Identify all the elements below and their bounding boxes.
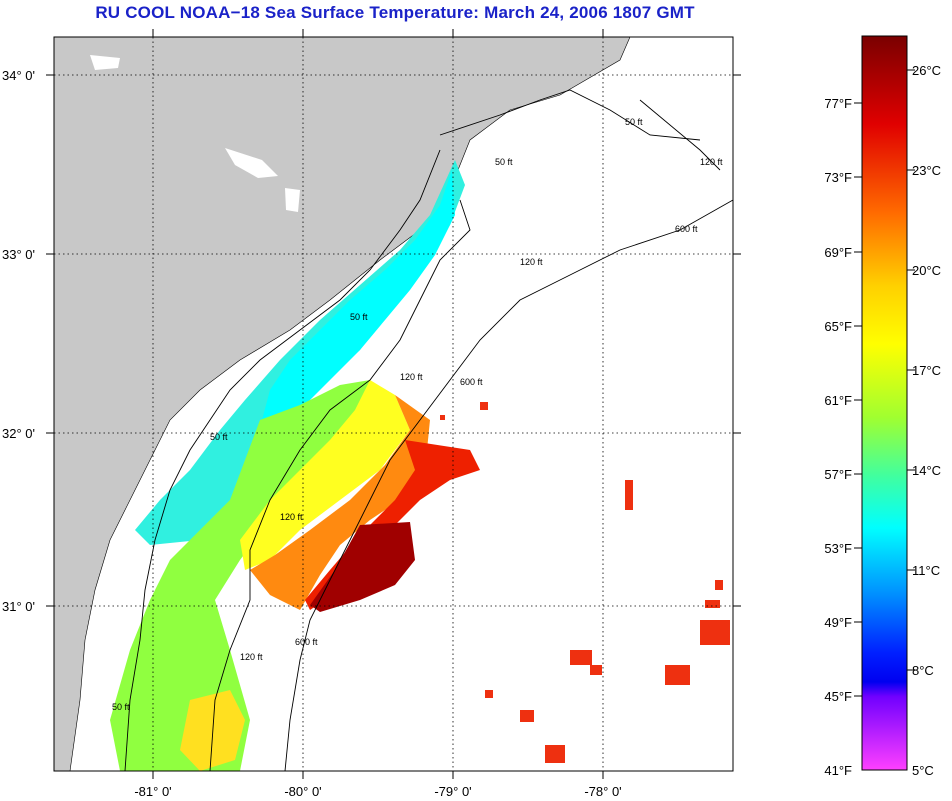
sst-orange-area (250, 395, 430, 610)
contour-label-600ft: 600 ft (295, 637, 318, 647)
colorbar-f-label: 41°F (824, 763, 852, 778)
contour-label-50ft: 50 ft (112, 702, 130, 712)
contour-50ft (124, 89, 701, 771)
sst-yellow-area (240, 380, 410, 570)
contour-label-600ft: 600 ft (675, 224, 698, 234)
lon-label: -78° 0' (584, 784, 621, 799)
colorbar-f-label: 45°F (824, 689, 852, 704)
colorbar-c-label: 23°C (912, 163, 941, 178)
contour-label-120ft: 120 ft (520, 257, 543, 267)
colorbar-c-label: 26°C (912, 63, 941, 78)
sst-offshore-patches (440, 402, 730, 763)
colorbar-c-label: 20°C (912, 263, 941, 278)
sst-darkred-area (310, 522, 415, 612)
map-title: RU COOL NOAA−18 Sea Surface Temperature:… (95, 3, 695, 22)
land-nodata-patch (225, 148, 278, 178)
contour-label-120ft: 120 ft (280, 512, 303, 522)
contour-label-50ft: 50 ft (210, 432, 228, 442)
colorbar (861, 35, 908, 771)
colorbar-f-label: 69°F (824, 245, 852, 260)
colorbar-f-label: 57°F (824, 467, 852, 482)
tick-marks (46, 29, 741, 779)
colorbar-f-label: 61°F (824, 393, 852, 408)
colorbar-f-label: 65°F (824, 319, 852, 334)
lat-label: 31° 0' (2, 599, 35, 614)
colorbar-f-label: 49°F (824, 615, 852, 630)
colorbar-f-label: 77°F (824, 96, 852, 111)
colorbar-c-label: 14°C (912, 463, 941, 478)
bathymetry-contours (124, 89, 733, 771)
lat-label: 32° 0' (2, 426, 35, 441)
contour-label-50ft: 50 ft (350, 312, 368, 322)
contour-label-120ft: 120 ft (400, 372, 423, 382)
contour-label-50ft: 50 ft (625, 117, 643, 127)
contour-label-600ft: 600 ft (460, 377, 483, 387)
sst-cyan-band (262, 170, 455, 420)
contour-label-120ft: 120 ft (240, 652, 263, 662)
colorbar-c-label: 5°C (912, 763, 934, 778)
lon-label: -81° 0' (134, 784, 171, 799)
lat-label: 34° 0' (2, 68, 35, 83)
colorbar-ticks (854, 69, 915, 697)
graticule (54, 37, 733, 771)
colorbar-c-label: 8°C (912, 663, 934, 678)
contour-120ft (209, 99, 721, 771)
colorbar-c-label: 17°C (912, 363, 941, 378)
contour-label-50ft: 50 ft (495, 157, 513, 167)
colorbar-f-label: 73°F (824, 170, 852, 185)
map-frame (53, 36, 734, 772)
colorbar-c-label: 11°C (912, 563, 940, 578)
lon-label: -79° 0' (434, 784, 471, 799)
sst-green-area (110, 380, 370, 771)
contour-label-120ft: 120 ft (700, 157, 723, 167)
contour-600ft (284, 199, 733, 771)
lon-label: -80° 0' (284, 784, 321, 799)
lat-label: 33° 0' (2, 247, 35, 262)
land-nodata-patch (90, 55, 120, 70)
colorbar-f-label: 53°F (824, 541, 852, 556)
land-nodata-patch (285, 188, 300, 212)
